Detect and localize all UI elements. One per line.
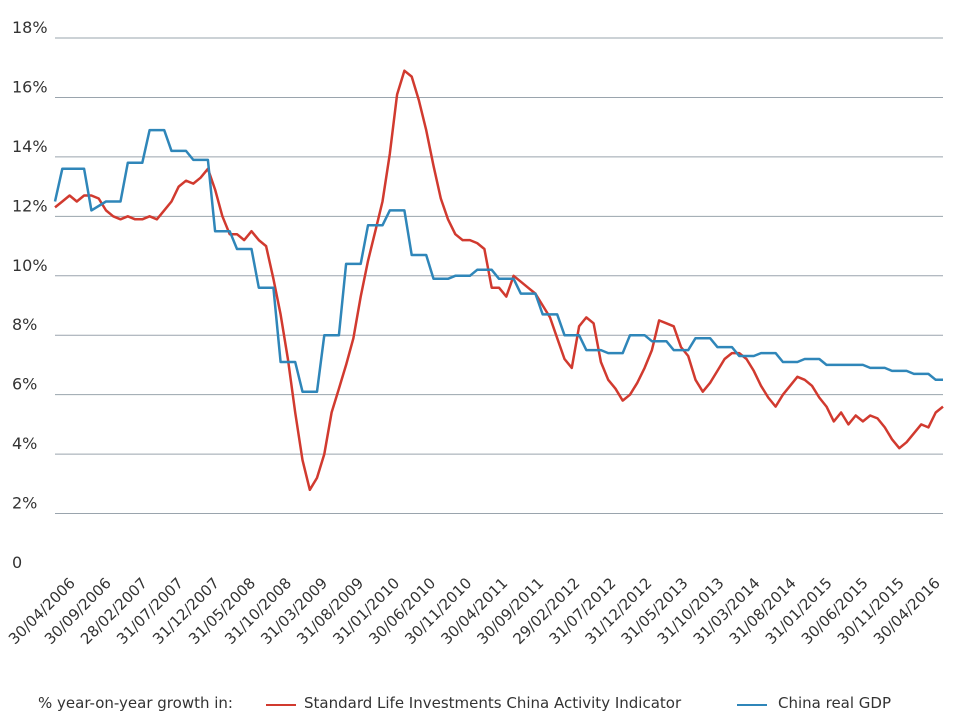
legend-label-activity-indicator: Standard Life Investments China Activity… xyxy=(304,694,682,712)
legend-swatch-activity-indicator xyxy=(266,704,296,706)
y-tick-label: 2% xyxy=(12,494,37,513)
y-tick-label: 6% xyxy=(12,375,37,394)
series-line-china-gdp xyxy=(53,128,943,393)
gridlines xyxy=(55,37,943,515)
x-axis-tick-labels: 30/04/200630/09/200628/02/200731/07/2007… xyxy=(5,574,944,648)
line-chart: 0 2% 4% 6% 8% 10% 12% 14% 16% 18% 30/04/200630/09… xyxy=(5,18,944,648)
legend: % year-on-year growth in: Standard Life … xyxy=(0,694,953,720)
y-tick-label: 14% xyxy=(12,137,48,156)
series-line-activity-indicator xyxy=(54,69,944,492)
legend-prefix: % year-on-year growth in: xyxy=(38,694,233,712)
y-tick-label: 0 xyxy=(12,553,22,572)
y-tick-label: 16% xyxy=(12,77,48,96)
legend-swatch-china-gdp xyxy=(737,704,767,706)
legend-label-china-gdp: China real GDP xyxy=(778,694,892,712)
y-tick-label: 4% xyxy=(12,434,37,453)
y-tick-label: 8% xyxy=(12,315,37,334)
y-axis-tick-labels: 0 2% 4% 6% 8% 10% 12% 14% 16% 18% xyxy=(12,18,48,572)
y-tick-label: 18% xyxy=(12,18,48,37)
series-lines xyxy=(53,69,944,492)
y-tick-label: 10% xyxy=(12,256,48,275)
y-tick-label: 12% xyxy=(12,196,48,215)
